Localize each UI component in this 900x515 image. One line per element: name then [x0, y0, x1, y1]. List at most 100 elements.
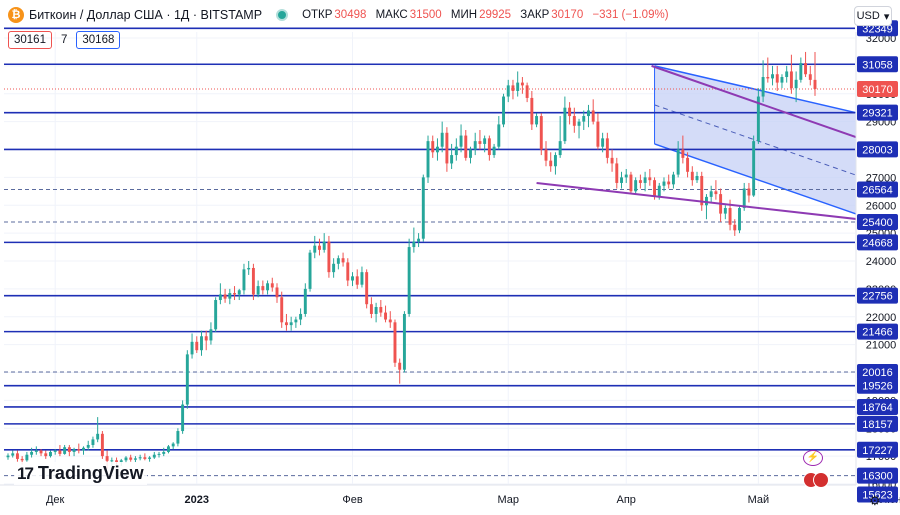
candle-body	[686, 157, 690, 172]
candle-body	[469, 149, 472, 158]
level-price-tag	[857, 56, 898, 73]
candle-body	[195, 341, 199, 351]
candle-body	[766, 77, 770, 79]
candle-body	[67, 447, 71, 452]
candle-body	[266, 283, 270, 291]
time-tick-label: Май	[748, 494, 770, 506]
candle-body	[775, 74, 779, 83]
candle-body	[223, 294, 227, 299]
tradingview-wordmark: TradingView	[37, 463, 144, 483]
candle-body	[332, 263, 336, 273]
candle-body	[166, 446, 170, 452]
candle-body	[341, 258, 345, 263]
level-price-tag	[857, 234, 898, 251]
level-price-tag-text: 32349	[862, 23, 893, 35]
level-price-tag	[857, 323, 898, 340]
candle-body	[497, 124, 501, 147]
candle-body	[780, 77, 784, 83]
candle-body	[63, 447, 67, 454]
candle-body	[44, 453, 48, 457]
candle-body	[785, 71, 789, 78]
ohlc-values: ОТКР 30498 МАКС 31500 МИН 29925 ЗАКР 30170 −…	[302, 9, 674, 21]
candle-body	[388, 319, 392, 323]
candle-body	[20, 458, 24, 461]
candle-body	[289, 322, 293, 326]
candle-body	[638, 180, 642, 183]
trendline-upper	[651, 64, 900, 154]
candle-body	[582, 116, 586, 122]
high-value: 31500	[409, 9, 442, 21]
level-price-tag-text: 17227	[862, 445, 893, 457]
ask-price[interactable]: 30168	[76, 31, 121, 49]
candle-body	[690, 171, 694, 181]
level-price-tag	[857, 377, 898, 394]
symbol-legend[interactable]: ₿ Биткоин / Доллар США · 1Д · BITSTAMP О…	[8, 7, 675, 23]
level-price-tag-text: 20016	[862, 367, 893, 379]
us-flag-icon[interactable]	[813, 472, 829, 488]
symbol-title[interactable]: Биткоин / Доллар США · 1Д · BITSTAMP	[29, 8, 263, 22]
candle-body	[709, 191, 713, 197]
high-label: МАКС	[375, 9, 408, 21]
candle-body	[110, 460, 114, 462]
candle-body	[270, 283, 274, 288]
currency-label: USD	[856, 10, 880, 22]
level-price-tag	[857, 181, 898, 198]
candle-body	[747, 188, 751, 196]
candle-body	[49, 451, 52, 457]
candle-body	[445, 132, 449, 164]
level-price-tag	[857, 104, 898, 121]
candle-body	[176, 431, 180, 444]
level-price-tag-text: 18764	[862, 402, 893, 414]
candle-body	[714, 191, 718, 195]
candle-body	[808, 74, 812, 80]
low-label: МИН	[450, 9, 478, 21]
time-axis	[0, 485, 900, 515]
candle-body	[804, 63, 808, 75]
candle-body	[771, 74, 774, 79]
candle-body	[143, 457, 147, 459]
time-tick-label: Фев	[342, 494, 362, 506]
candle-body	[492, 146, 496, 156]
candle-body	[30, 451, 34, 455]
level-price-tag-text: 15623	[862, 490, 893, 502]
candle-body	[653, 180, 657, 197]
lightning-icon[interactable]: ⚡	[803, 450, 823, 466]
candle-body	[6, 455, 10, 458]
level-price-tag	[857, 441, 898, 458]
change-value: −331 (−1.09%)	[592, 9, 669, 21]
bid-price[interactable]: 30161	[8, 31, 52, 49]
candle-body	[426, 141, 430, 178]
gear-icon[interactable]: ⚙	[869, 493, 881, 508]
price-tick-label: 24000	[866, 256, 897, 268]
candle-body	[327, 241, 331, 273]
candle-body	[322, 241, 326, 250]
candle-body	[25, 454, 29, 461]
candle-body	[459, 135, 463, 147]
candle-body	[596, 121, 600, 147]
candle-body	[761, 77, 765, 97]
level-price-tag-text: 16300	[862, 471, 893, 483]
close-value: 30170	[551, 9, 584, 21]
candle-body	[431, 141, 435, 153]
candle-body	[648, 177, 652, 181]
candle-body	[407, 247, 411, 314]
tradingview-logo[interactable]: 17 TradingView	[14, 462, 147, 485]
candle-body	[351, 276, 354, 281]
price-tick-label: 27000	[866, 172, 897, 184]
candle-body	[218, 294, 222, 301]
candle-body	[667, 181, 671, 185]
candle-body	[450, 155, 454, 164]
candle-body	[643, 177, 647, 183]
candle-body	[671, 174, 675, 185]
candle-body	[157, 453, 161, 455]
candle-body	[615, 163, 619, 183]
price-tick-label: 21000	[866, 340, 897, 352]
candle-body	[91, 439, 95, 445]
candle-body	[96, 433, 100, 440]
candle-body	[119, 460, 123, 462]
candle-body	[700, 175, 704, 206]
eye-icon[interactable]	[276, 9, 289, 21]
currency-selector[interactable]: USD ▾	[854, 6, 892, 26]
